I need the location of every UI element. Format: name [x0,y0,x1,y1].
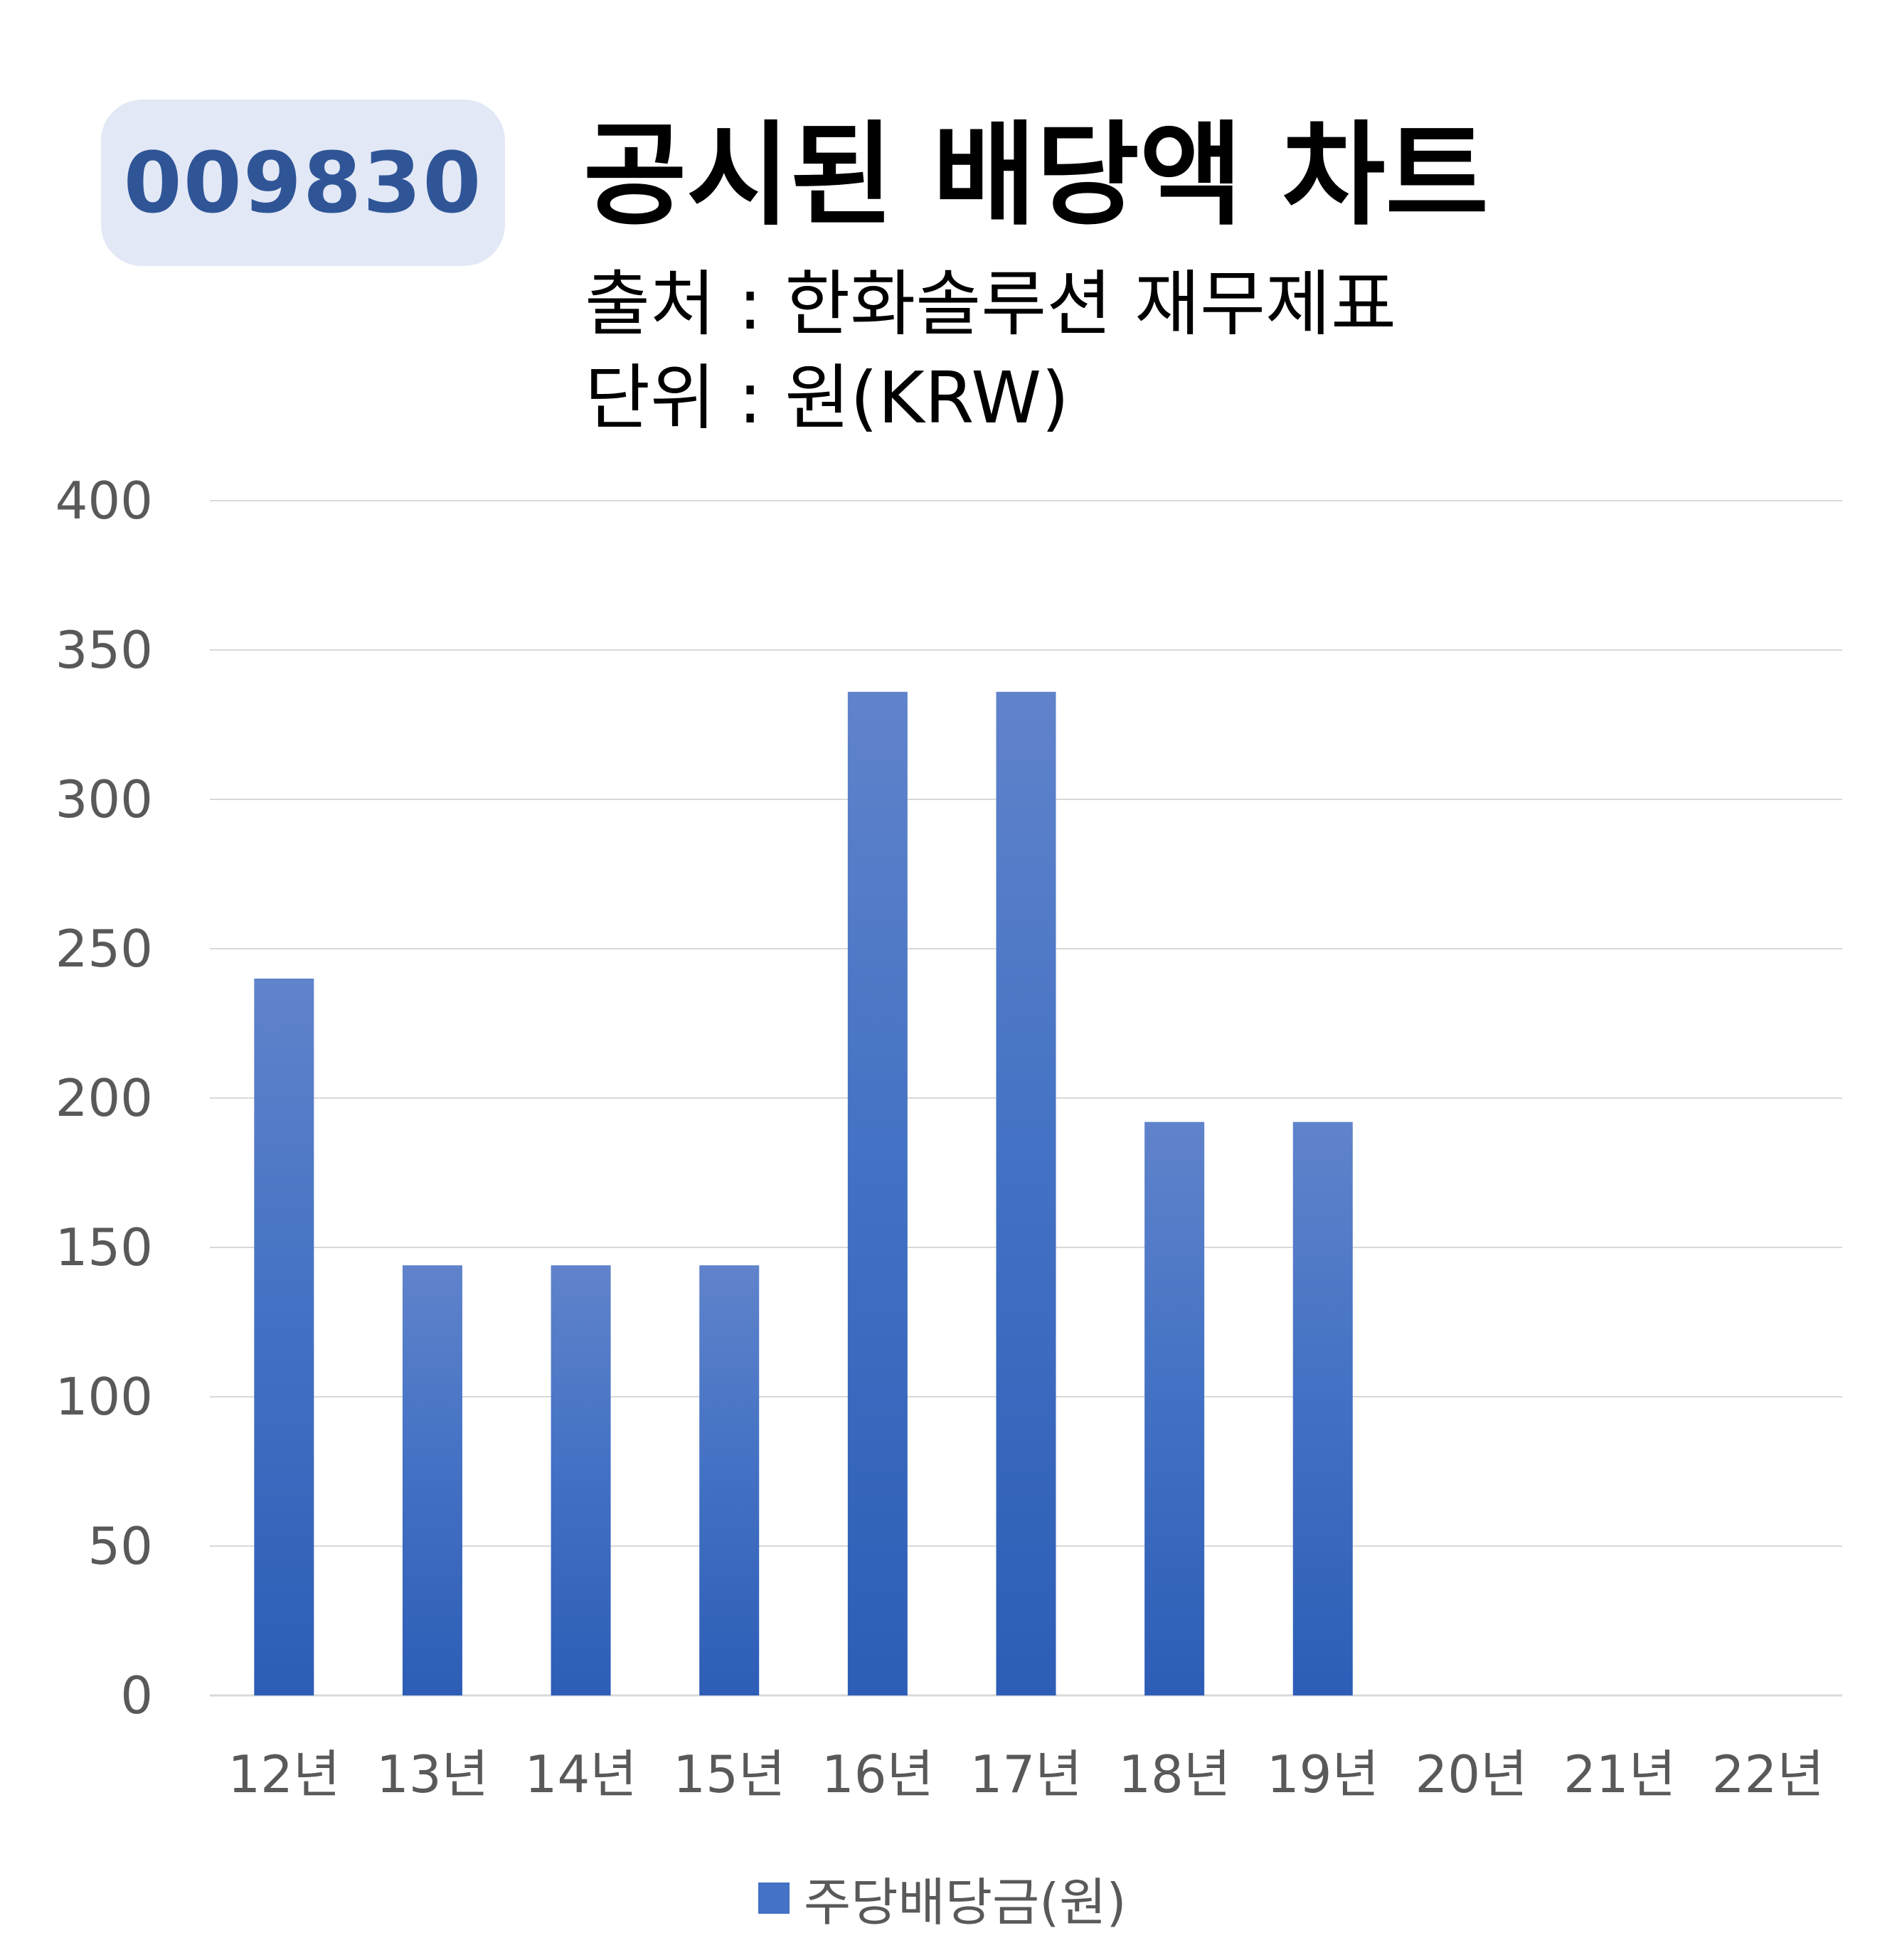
x-tick-label: 13년 [376,1745,489,1804]
x-tick-label: 15년 [673,1745,785,1804]
legend: 주당배당금(원) [758,1860,1127,1935]
x-tick-label: 20년 [1415,1745,1527,1804]
bar [254,979,314,1695]
y-tick-label: 250 [55,919,153,979]
x-tick-label: 22년 [1712,1745,1824,1804]
y-tick-label: 100 [55,1367,153,1427]
chart-unit: 단위 : 원(KRW) [585,356,1070,440]
chart-title: 공시된 배당액 차트 [583,110,1489,241]
x-tick-label: 17년 [970,1745,1083,1804]
x-tick-label: 14년 [525,1745,637,1804]
bar [847,691,908,1695]
bar [1292,1122,1353,1695]
legend-label: 주당배당금(원) [804,1873,1127,1932]
bar [699,1265,760,1695]
x-axis-ticks: 12년 13년 14년 15년 16년 17년 18년 19년 20년 21년 22년 [228,1745,1824,1804]
y-tick-label: 200 [55,1068,153,1128]
bar [551,1265,611,1695]
x-tick-label: 21년 [1563,1745,1676,1804]
y-tick-label: 400 [55,471,153,531]
x-tick-label: 19년 [1267,1745,1379,1804]
y-axis-ticks: 0 50 100 150 200 250 300 350 400 [55,471,153,1725]
x-tick-label: 18년 [1118,1745,1231,1804]
x-tick-label: 16년 [822,1745,934,1804]
bars [254,691,1353,1695]
bar [1144,1122,1205,1695]
y-tick-label: 300 [55,769,153,829]
x-tick-label: 12년 [228,1745,340,1804]
y-tick-label: 0 [120,1666,153,1725]
ticker-badge: 009830 [101,100,505,266]
chart-source: 출처 : 한화솔루션 재무제표 [585,262,1397,346]
ticker-code: 009830 [123,134,483,232]
y-tick-label: 150 [55,1218,153,1277]
y-tick-label: 50 [87,1516,153,1576]
bar [996,691,1056,1695]
y-tick-label: 350 [55,620,153,680]
legend-swatch [758,1882,790,1914]
bar [402,1265,462,1695]
